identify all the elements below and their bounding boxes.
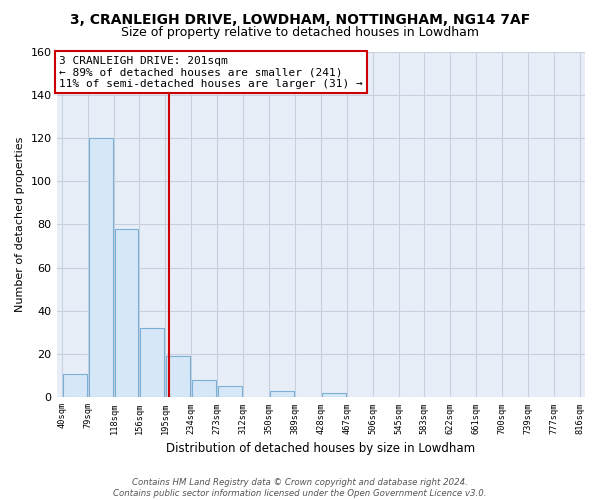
Bar <box>115 228 138 398</box>
X-axis label: Distribution of detached houses by size in Lowdham: Distribution of detached houses by size … <box>166 442 475 455</box>
Bar <box>89 138 113 398</box>
Bar <box>270 391 294 398</box>
Text: Contains HM Land Registry data © Crown copyright and database right 2024.
Contai: Contains HM Land Registry data © Crown c… <box>113 478 487 498</box>
Bar <box>322 393 346 398</box>
Bar <box>218 386 242 398</box>
Bar <box>193 380 217 398</box>
Text: 3, CRANLEIGH DRIVE, LOWDHAM, NOTTINGHAM, NG14 7AF: 3, CRANLEIGH DRIVE, LOWDHAM, NOTTINGHAM,… <box>70 12 530 26</box>
Y-axis label: Number of detached properties: Number of detached properties <box>15 136 25 312</box>
Bar <box>63 374 87 398</box>
Bar <box>140 328 164 398</box>
Text: Size of property relative to detached houses in Lowdham: Size of property relative to detached ho… <box>121 26 479 39</box>
Bar <box>166 356 190 398</box>
Text: 3 CRANLEIGH DRIVE: 201sqm
← 89% of detached houses are smaller (241)
11% of semi: 3 CRANLEIGH DRIVE: 201sqm ← 89% of detac… <box>59 56 363 89</box>
